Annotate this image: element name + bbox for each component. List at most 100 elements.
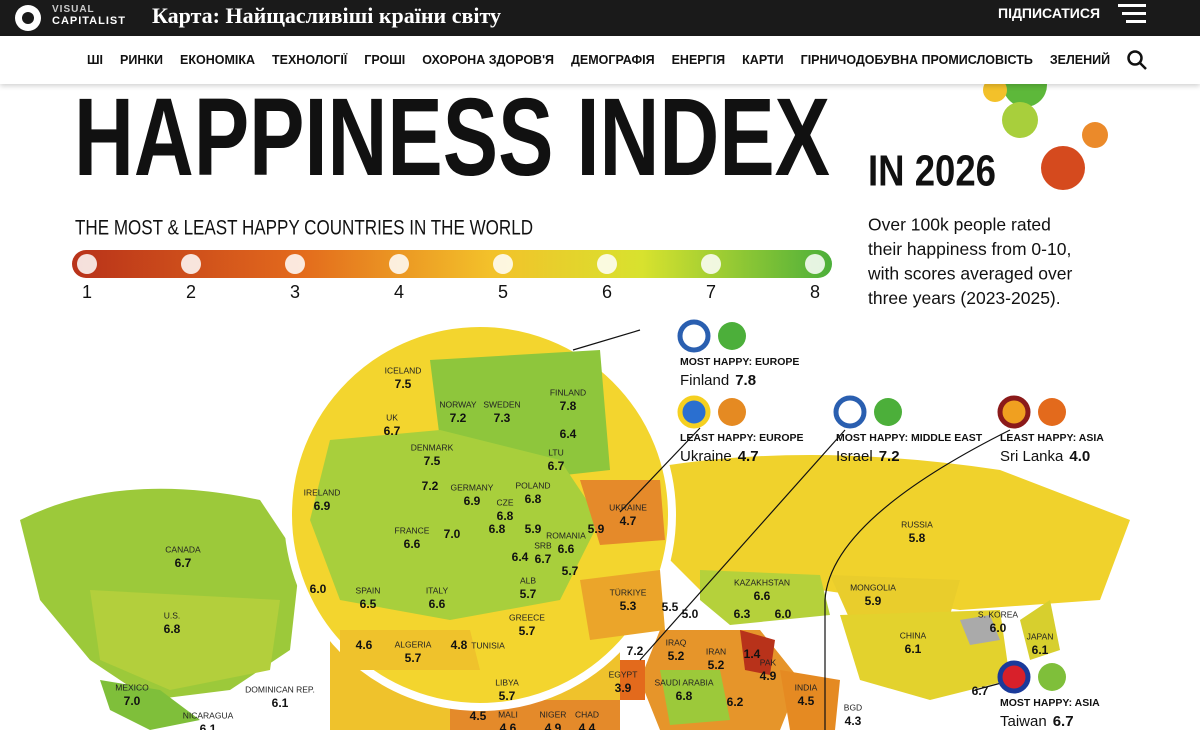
callout-country: Ukraine 4.7 [680, 448, 759, 465]
nav-link[interactable]: ОХОРОНА ЗДОРОВ'Я [422, 53, 555, 67]
nav-link[interactable]: ДЕМОГРАФІЯ [571, 53, 655, 67]
country-name: KAZAKHSTAN [734, 577, 790, 587]
country-name: LIBYA [495, 677, 519, 687]
country-name: ALB [520, 575, 536, 585]
nav-link[interactable]: РИНКИ [120, 53, 164, 67]
country-name: NORWAY [439, 399, 476, 409]
country-score: 6.7 [384, 424, 401, 438]
leader-line [572, 329, 641, 351]
country-name: SRB [534, 540, 552, 550]
logo-text: CAPITALIST [52, 15, 126, 27]
country-score: 6.1 [905, 642, 922, 656]
nav-link[interactable]: ЕНЕРГІЯ [671, 53, 726, 67]
country-name: GERMANY [451, 482, 494, 492]
country-score: 4.7 [620, 514, 637, 528]
country-score: 5.9 [525, 522, 542, 536]
nav-link[interactable]: ГІРНИЧОДОБУВНА ПРОМИСЛОВІСТЬ [800, 53, 1033, 67]
subscribe-button[interactable]: ПІДПИСАТИСЯ [998, 5, 1101, 21]
country-name: LTU [548, 447, 563, 457]
country-name: Ukraine [680, 448, 732, 465]
country-score: 7.0 [444, 527, 461, 541]
country-name: IRELAND [304, 487, 341, 497]
country-score: 6.8 [525, 492, 542, 506]
country-name: EGYPT [609, 669, 638, 679]
country-name: MONGOLIA [850, 582, 896, 592]
europe-zoom [284, 319, 676, 711]
headline: HAPPINESS INDEX [74, 76, 830, 199]
country-score: 7.2 [450, 411, 467, 425]
country-score: 4.7 [738, 448, 759, 465]
page-title: Карта: Найщасливіші країни світу [152, 3, 501, 28]
country-score: 6.8 [676, 689, 693, 703]
country-score: 6.7 [548, 459, 565, 473]
scale-tick-label: 6 [602, 282, 612, 302]
country-score: 6.6 [404, 537, 421, 551]
scale-tick-label: 3 [290, 282, 300, 302]
country-score: 4.4 [579, 721, 596, 730]
country-name: DENMARK [411, 442, 454, 452]
country-score: 6.8 [489, 522, 506, 536]
nav-link[interactable]: ГРОШІ [364, 53, 406, 67]
country-name: MEXICO [115, 682, 149, 692]
country-name: DOMINICAN REP. [245, 684, 315, 694]
callout-label: MOST HAPPY: ASIA [1000, 697, 1100, 709]
country-score: 6.4 [560, 427, 577, 441]
country-name: TUNISIA [471, 640, 505, 650]
country-score: 5.7 [499, 689, 516, 703]
scale-face [285, 254, 305, 274]
nav-link[interactable]: ТЕХНОЛОГІЇ [272, 53, 348, 67]
country-name: SAUDI ARABIA [654, 677, 713, 687]
logo[interactable]: VISUAL CAPITALIST [10, 3, 140, 33]
country-score: 6.9 [314, 499, 331, 513]
country-name: PAK [760, 657, 777, 667]
country-score: 5.9 [865, 594, 882, 608]
country-score: 6.2 [727, 695, 744, 709]
nav-bar: ШІ РИНКИ ЕКОНОМІКА ТЕХНОЛОГІЇ ГРОШІ ОХОРОНА З… [0, 36, 1200, 84]
nav-link[interactable]: ШІ [87, 53, 104, 67]
country-score: 6.0 [775, 607, 792, 621]
nav-link[interactable]: ЗЕЛЕНИЙ [1049, 53, 1111, 67]
nav-link[interactable]: КАРТИ [742, 53, 784, 67]
nav-link[interactable]: ЕКОНОМІКА [180, 53, 255, 67]
country-score: 6.7 [1053, 713, 1074, 730]
country-score: 7.2 [627, 644, 644, 658]
country-name: RUSSIA [901, 519, 933, 529]
country-name: CHAD [575, 709, 599, 719]
callout-label: MOST HAPPY: MIDDLE EAST [836, 432, 983, 444]
country-name: SWEDEN [483, 399, 520, 409]
country-score: 6.5 [360, 597, 377, 611]
country-score: 6.6 [754, 589, 771, 603]
flag-icon [997, 660, 1031, 694]
country-score: 6.4 [512, 550, 529, 564]
subtitle: THE MOST & LEAST HAPPY COUNTRIES IN THE … [75, 217, 533, 240]
country-name: UK [386, 412, 398, 422]
search-icon[interactable] [1126, 49, 1148, 71]
country-name: ALGERIA [395, 639, 432, 649]
country-score: 1.4 [744, 647, 761, 661]
scale-face [181, 254, 201, 274]
country-score: 6.3 [734, 607, 751, 621]
country-name: Sri Lanka [1000, 448, 1064, 465]
menu-icon[interactable] [1116, 2, 1148, 26]
country-score: 4.0 [1069, 448, 1090, 465]
face-icon [718, 322, 746, 350]
country-name: Finland [680, 372, 729, 389]
callout-country: Sri Lanka 4.0 [1000, 448, 1090, 465]
country-score: 6.1 [272, 696, 289, 710]
country-score: 5.3 [620, 599, 637, 613]
callout-country: Israel 7.2 [836, 448, 900, 465]
scale-face [493, 254, 513, 274]
face-icon [1038, 663, 1066, 691]
callout-label: LEAST HAPPY: EUROPE [680, 432, 804, 444]
country-score: 6.7 [535, 552, 552, 566]
callout-label: MOST HAPPY: EUROPE [680, 356, 799, 368]
scale-tick-label: 8 [810, 282, 820, 302]
country-name: NICARAGUA [183, 710, 234, 720]
country-score: 7.3 [494, 411, 511, 425]
logo-icon [15, 5, 41, 31]
scale-bar [72, 250, 832, 278]
country-score: 5.7 [520, 587, 537, 601]
country-score: 6.0 [990, 621, 1007, 635]
country-score: 7.2 [879, 448, 900, 465]
country-score: 7.0 [124, 694, 141, 708]
